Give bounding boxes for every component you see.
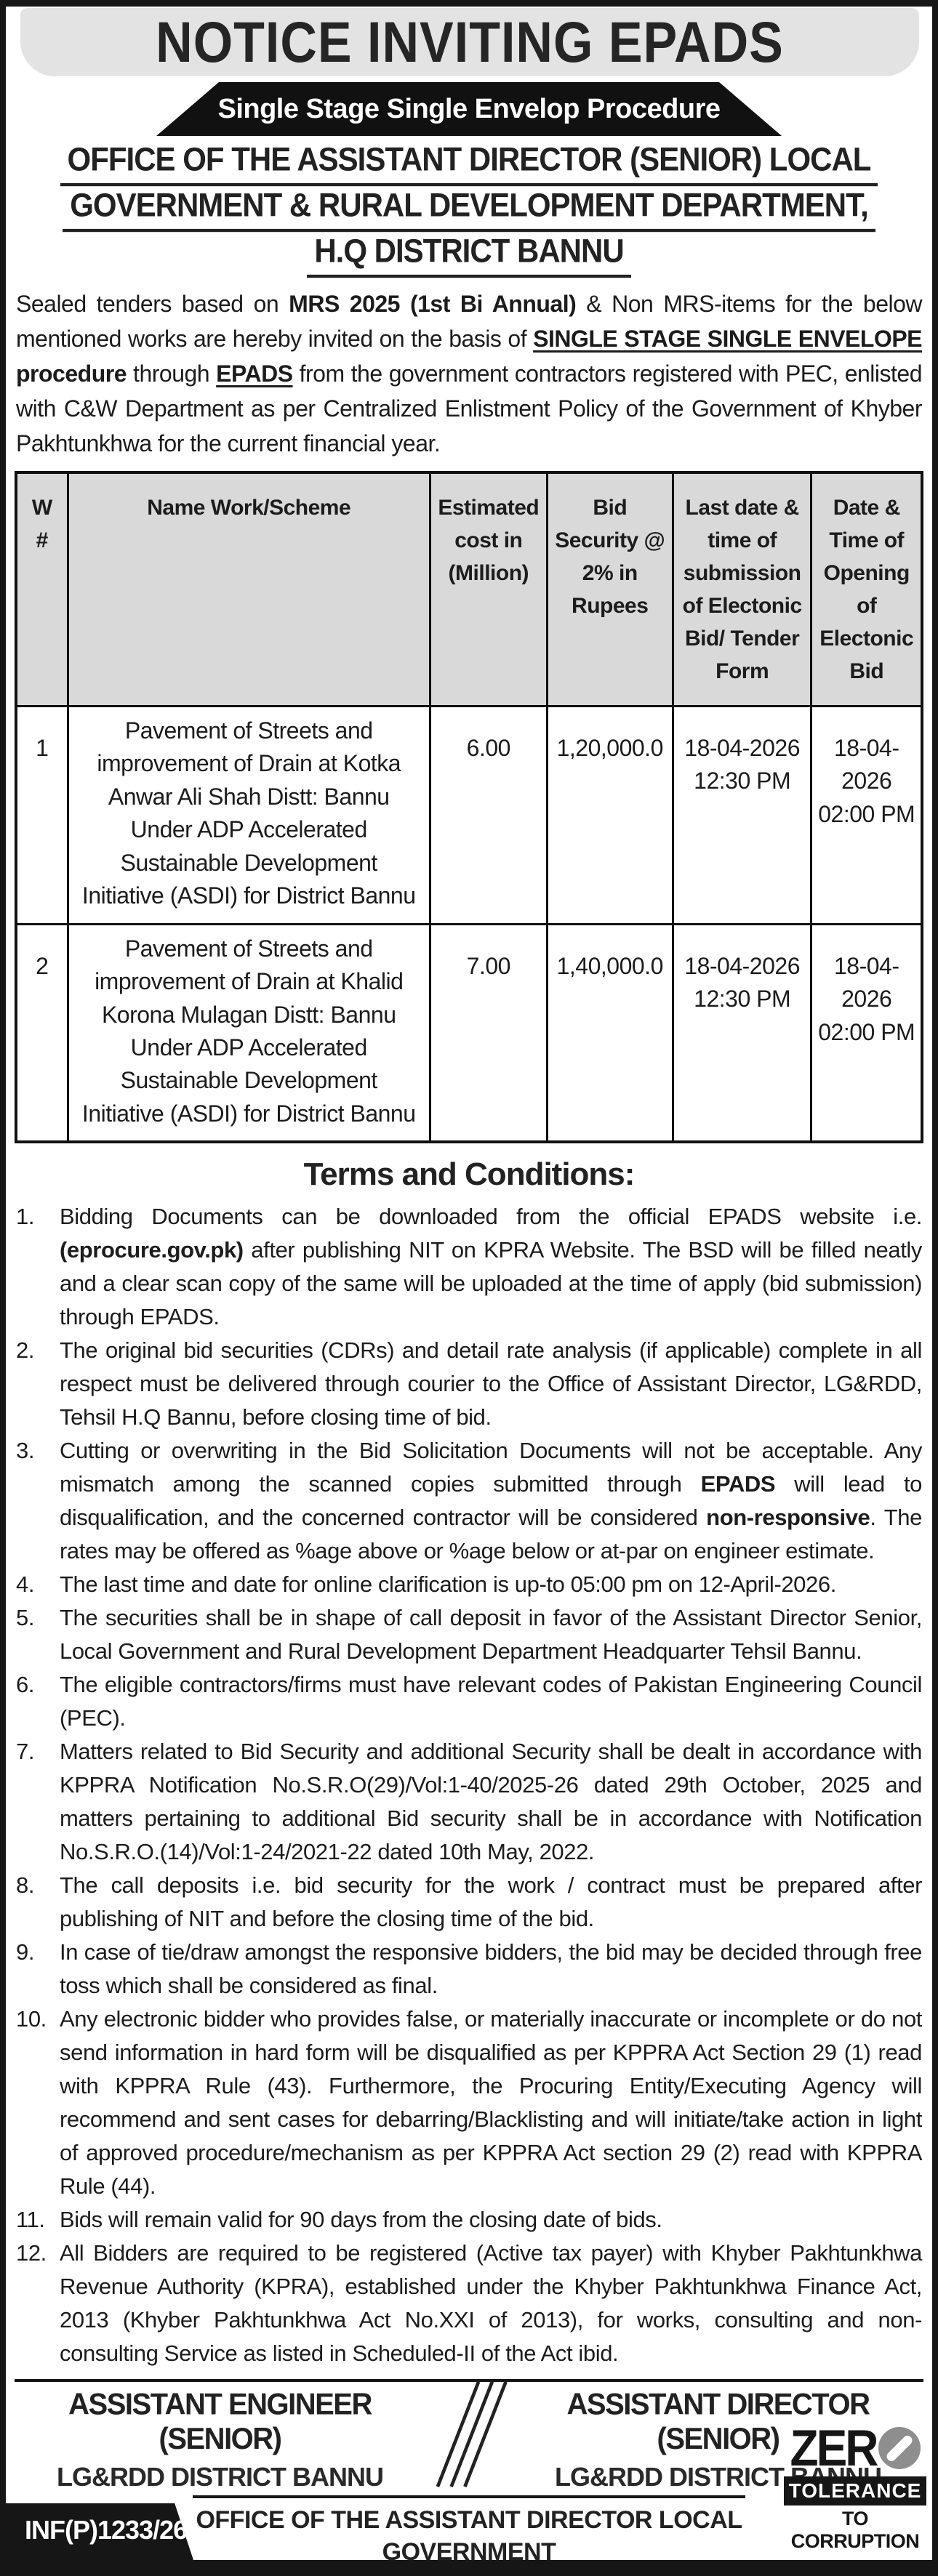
term-number: 1. (16, 1204, 35, 1230)
col-header-opening: Date & Time of Opening of Electonic Bid (810, 471, 923, 707)
cell-work-name: Pavement of Streets and improvement of D… (66, 705, 431, 925)
term-item: 5. The securities shall be in shape of ca… (16, 1601, 922, 1668)
term-number: 10. (16, 2006, 47, 2032)
col-header-name: Name Work/Scheme (66, 471, 431, 707)
zero-logo-top: ZER (784, 2419, 926, 2477)
term-item: 4. The last time and date for online clar… (16, 1568, 922, 1601)
office-heading: OFFICE OF THE ASSISTANT DIRECTOR (SENIOR… (15, 142, 923, 278)
office-heading-line-text: GOVERNMENT & RURAL DEVELOPMENT DEPARTMEN… (63, 188, 875, 233)
procedure-banner: Single Stage Single Envelop Procedure (156, 82, 782, 136)
table-header-row: W # Name Work/Scheme Estimated cost in (… (15, 471, 923, 707)
cell-opening: 18-04-2026 02:00 PM (810, 922, 923, 1143)
intro-paragraph: Sealed tenders based on MRS 2025 (1st Bi… (16, 291, 923, 456)
office-heading-line: OFFICE OF THE ASSISTANT DIRECTOR (SENIOR… (15, 142, 923, 187)
zero-corruption-text: TO CORRUPTION (790, 2508, 920, 2552)
footer-office-line: & RURAL DEVELOPMENT DEPARTMENT TEHSIL H.… (113, 2569, 825, 2576)
signature-left-sub: LG&RDD DISTRICT BANNU (57, 2462, 384, 2492)
term-number: 5. (16, 1605, 35, 1631)
term-item: 2. The original bid securities (CDRs) and… (16, 1334, 922, 1434)
term-number: 2. (16, 1337, 35, 1364)
cell-sno: 2 (15, 922, 69, 1143)
cell-last-date: 18-04-2026 12:30 PM (671, 922, 813, 1143)
term-text: Matters related to Bid Security and addi… (60, 1739, 922, 1865)
signature-divider (193, 2495, 745, 2499)
signature-right-title: ASSISTANT DIRECTOR (SENIOR) (566, 2388, 871, 2456)
col-header-last-date: Last date & time of submission of Electo… (671, 471, 813, 707)
signature-right: ASSISTANT DIRECTOR (SENIOR) LG&RDD DISTR… (513, 2388, 923, 2492)
terms-list: 1. Bidding Documents can be downloaded fr… (16, 1200, 922, 2370)
terms-heading: Terms and Conditions: (303, 1156, 636, 1193)
cell-work-name: Pavement of Streets and improvement of D… (66, 922, 431, 1143)
term-text: In case of tie/draw amongst the responsi… (60, 1939, 922, 1999)
term-number: 7. (16, 1739, 35, 1765)
notice-title: NOTICE INVITING EPADS (156, 10, 784, 74)
signature-slashes-icon (436, 2381, 508, 2488)
zero-slash-icon (884, 2434, 914, 2463)
signature-section: ASSISTANT ENGINEER (SENIOR) LG&RDD DISTR… (15, 2379, 923, 2492)
term-text: The original bid securities (CDRs) and d… (60, 1337, 922, 1430)
term-item: 8. The call deposits i.e. bid security fo… (16, 1869, 922, 1936)
term-item: 9. In case of tie/draw amongst the respon… (16, 1936, 922, 2003)
term-number: 6. (16, 1672, 35, 1698)
cell-security: 1,20,000.0 (545, 705, 674, 925)
term-text: Cutting or overwriting in the Bid Solici… (60, 1438, 922, 1564)
signature-left: ASSISTANT ENGINEER (SENIOR) LG&RDD DISTR… (15, 2388, 425, 2492)
term-text: The last time and date for online clarif… (60, 1571, 836, 1598)
footer-office-line: OFFICE OF THE ASSISTANT DIRECTOR LOCAL G… (196, 2506, 742, 2567)
office-heading-line-text: OFFICE OF THE ASSISTANT DIRECTOR (SENIOR… (60, 142, 878, 187)
col-header-cost: Estimated cost in (Million) (428, 471, 548, 707)
term-text: The securities shall be in shape of call… (60, 1605, 922, 1665)
cell-cost: 6.00 (428, 705, 548, 925)
zero-logo-text: ZER (790, 2419, 879, 2477)
term-number: 12. (16, 2240, 47, 2266)
title-banner: NOTICE INVITING EPADS (20, 8, 919, 76)
term-text: The eligible contractors/firms must have… (60, 1672, 922, 1731)
procedure-banner-label: Single Stage Single Envelop Procedure (217, 94, 721, 124)
term-text: The call deposits i.e. bid security for … (60, 1872, 922, 1932)
term-item: 3. Cutting or overwriting in the Bid Soli… (16, 1434, 922, 1568)
works-table: W # Name Work/Scheme Estimated cost in (… (15, 471, 923, 1144)
term-number: 3. (16, 1438, 35, 1464)
term-item: 6. The eligible contractors/firms must ha… (16, 1668, 922, 1735)
zero-tolerance-logo: ZER TOLERANCE TO CORRUPTION (784, 2419, 926, 2553)
table-row: 2 Pavement of Streets and improvement of… (15, 922, 923, 1143)
term-text: Bidding Documents can be downloaded from… (60, 1204, 922, 1330)
office-heading-line: H.Q DISTRICT BANNU (15, 234, 923, 278)
zero-tolerance-bar: TOLERANCE (784, 2476, 926, 2505)
cell-cost: 7.00 (428, 922, 548, 1143)
term-item: 11. Bids will remain valid for 90 days fr… (16, 2203, 922, 2237)
term-text: Any electronic bidder who provides false… (60, 2006, 922, 2199)
col-header-sno: W # (15, 471, 69, 707)
term-item: 12. All Bidders are required to be regist… (16, 2237, 922, 2370)
term-item: 7. Matters related to Bid Security and ad… (16, 1735, 922, 1869)
zero-o-icon (878, 2427, 921, 2469)
term-item: 1. Bidding Documents can be downloaded fr… (16, 1200, 922, 1334)
term-number: 8. (16, 1872, 35, 1899)
cell-sno: 1 (15, 705, 69, 925)
cell-security: 1,40,000.0 (545, 922, 674, 1143)
table-row: 1 Pavement of Streets and improvement of… (15, 705, 923, 925)
office-heading-line-text: H.Q DISTRICT BANNU (307, 234, 631, 278)
inf-reference-box: INF(P)1233/26 (6, 2503, 193, 2560)
signature-left-title: ASSISTANT ENGINEER (SENIOR) (68, 2388, 372, 2456)
cell-opening: 18-04-2026 02:00 PM (810, 705, 923, 925)
term-text: All Bidders are required to be registere… (60, 2240, 922, 2367)
term-text: Bids will remain valid for 90 days from … (60, 2207, 662, 2233)
cell-last-date: 18-04-2026 12:30 PM (671, 705, 813, 925)
footer-office-heading: OFFICE OF THE ASSISTANT DIRECTOR LOCAL G… (113, 2504, 825, 2576)
col-header-security: Bid Security @ 2% in Rupees (545, 471, 674, 707)
inf-reference-text: INF(P)1233/26 (25, 2515, 188, 2545)
office-heading-line: GOVERNMENT & RURAL DEVELOPMENT DEPARTMEN… (15, 188, 923, 233)
term-number: 9. (16, 1939, 35, 1965)
term-number: 4. (16, 1571, 35, 1598)
term-number: 11. (16, 2207, 45, 2233)
term-item: 10. Any electronic bidder who provides fa… (16, 2003, 922, 2203)
